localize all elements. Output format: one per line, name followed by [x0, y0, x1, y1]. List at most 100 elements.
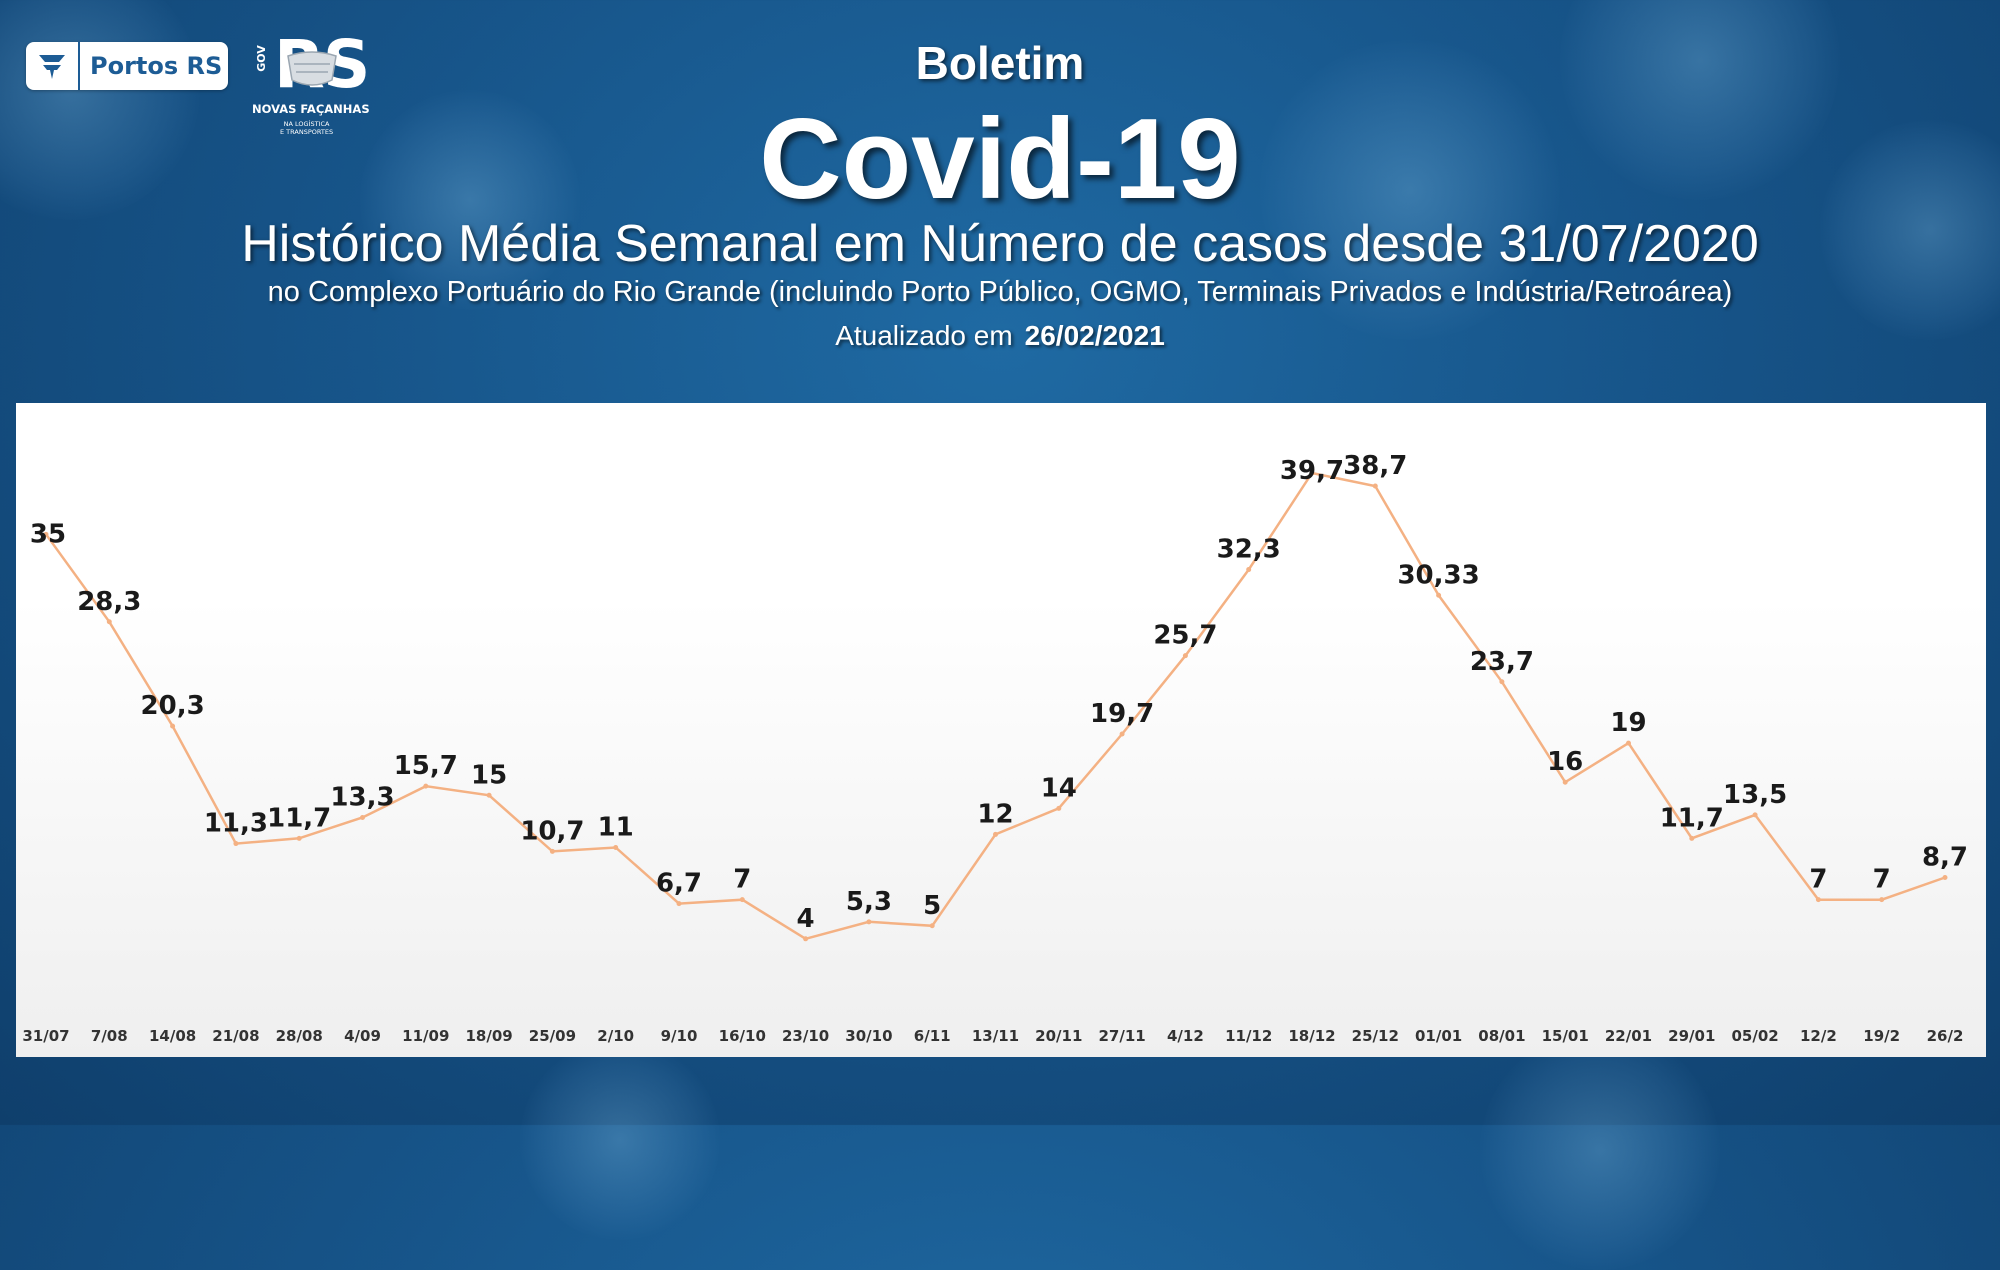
chart-panel: 35 31/07 28,3 7/08 20,3 14/08 11,3 21/08 11,7 28/… [16, 403, 1986, 1057]
x-tick-label: 12/2 [1800, 1027, 1837, 1045]
data-point [993, 831, 998, 837]
data-label: 12 [977, 799, 1013, 829]
data-point [296, 835, 302, 841]
data-label: 39,7 [1280, 456, 1344, 486]
line-chart: 35 31/07 28,3 7/08 20,3 14/08 11,3 21/08 11,7 28/… [22, 451, 1968, 1045]
data-point [233, 841, 239, 847]
data-point [1499, 679, 1505, 685]
data-label: 6,7 [656, 869, 702, 899]
data-point [676, 901, 682, 907]
data-point [1056, 805, 1062, 811]
data-point [1182, 653, 1188, 659]
x-tick-label: 29/01 [1668, 1027, 1715, 1045]
x-tick-label: 14/08 [149, 1027, 196, 1045]
data-label: 14 [1041, 773, 1077, 803]
data-point [486, 792, 492, 798]
x-tick-label: 23/10 [782, 1027, 829, 1045]
data-label: 13,3 [330, 782, 394, 812]
data-point [1689, 835, 1695, 841]
x-tick-label: 30/10 [845, 1027, 892, 1045]
data-point [1119, 731, 1125, 737]
data-point [1815, 897, 1821, 903]
data-label: 30,33 [1397, 560, 1479, 590]
covid-title: Covid-19 [759, 96, 1241, 223]
rs-gov-logo: GOV RS NOVAS FAÇANHAS NA LOGÍSTICA E TRA… [248, 24, 378, 144]
data-point [929, 923, 935, 929]
x-tick-label: 11/12 [1225, 1027, 1272, 1045]
virus-decoration [1480, 1030, 1720, 1270]
x-tick-label: 7/08 [91, 1027, 128, 1045]
data-point [1372, 483, 1378, 489]
data-label: 13,5 [1723, 780, 1787, 810]
series-line [44, 471, 1946, 941]
data-point [170, 723, 176, 729]
data-label: 10,7 [520, 816, 584, 846]
x-tick-label: 21/08 [212, 1027, 259, 1045]
x-tick-label: 08/01 [1478, 1027, 1525, 1045]
x-tick-label: 20/11 [1035, 1027, 1082, 1045]
data-label: 15,7 [394, 751, 458, 781]
data-point [1562, 779, 1568, 785]
data-label: 7 [1873, 865, 1891, 895]
x-tick-label: 11/09 [402, 1027, 449, 1045]
x-tick-label: 05/02 [1731, 1027, 1778, 1045]
historico-subtitle: Histórico Média Semanal em Número de cas… [241, 215, 1759, 273]
data-point [1246, 567, 1252, 573]
data-point [739, 897, 745, 903]
data-label: 11,7 [1660, 803, 1724, 833]
x-tick-label: 26/2 [1927, 1027, 1964, 1045]
rs-subtext-line1: NA LOGÍSTICA [283, 120, 330, 128]
virus-decoration [1260, 40, 1560, 340]
x-tick-label: 16/10 [719, 1027, 766, 1045]
data-point [1942, 874, 1948, 880]
rs-slogan: NOVAS FAÇANHAS [252, 102, 370, 116]
data-label: 5 [923, 891, 941, 921]
data-point [423, 783, 429, 789]
portos-rs-name: Portos RS [90, 52, 223, 80]
data-point [613, 844, 619, 850]
x-tick-label: 19/2 [1863, 1027, 1900, 1045]
data-label: 19 [1610, 708, 1646, 738]
data-label: 25,7 [1153, 621, 1217, 651]
data-label: 11 [598, 812, 634, 842]
mask-icon [287, 51, 337, 86]
data-label: 23,7 [1470, 647, 1534, 677]
data-point [549, 848, 555, 854]
data-point [106, 619, 112, 625]
x-tick-label: 4/12 [1167, 1027, 1204, 1045]
data-label: 38,7 [1343, 451, 1407, 481]
x-tick-label: 2/10 [597, 1027, 634, 1045]
data-label: 16 [1547, 747, 1583, 777]
x-tick-label: 6/11 [914, 1027, 951, 1045]
updated-label: Atualizado em [835, 320, 1013, 351]
x-tick-label: 9/10 [661, 1027, 698, 1045]
x-tick-label: 15/01 [1542, 1027, 1589, 1045]
x-tick-label: 25/12 [1352, 1027, 1399, 1045]
data-label: 8,7 [1922, 842, 1968, 872]
data-label: 11,3 [204, 809, 268, 839]
data-label: 19,7 [1090, 699, 1154, 729]
x-tick-label: 18/12 [1288, 1027, 1335, 1045]
complexo-subtitle: no Complexo Portuário do Rio Grande (inc… [267, 276, 1733, 308]
updated-date: 26/02/2021 [1024, 320, 1165, 351]
x-tick-label: 18/09 [465, 1027, 512, 1045]
updated-line: Atualizado em 26/02/2021 [0, 320, 2000, 352]
data-label: 15 [471, 760, 507, 790]
portos-rs-logo: Portos RS [26, 42, 228, 90]
rs-subtext: NA LOGÍSTICA E TRANSPORTES [280, 120, 333, 136]
data-label: 7 [733, 865, 751, 895]
x-tick-label: 01/01 [1415, 1027, 1462, 1045]
data-point [1752, 812, 1758, 818]
data-point [360, 814, 365, 820]
data-point [1309, 470, 1315, 476]
data-label: 11,7 [267, 803, 331, 833]
x-tick-label: 4/09 [344, 1027, 381, 1045]
data-label: 4 [797, 904, 815, 934]
virus-decoration [360, 90, 580, 310]
boletim-title: Boletim [915, 37, 1085, 89]
data-label: 20,3 [141, 691, 205, 721]
x-tick-label: 25/09 [529, 1027, 576, 1045]
data-label: 7 [1809, 865, 1827, 895]
rs-subtext-line2: E TRANSPORTES [280, 128, 334, 136]
x-tick-label: 13/11 [972, 1027, 1019, 1045]
